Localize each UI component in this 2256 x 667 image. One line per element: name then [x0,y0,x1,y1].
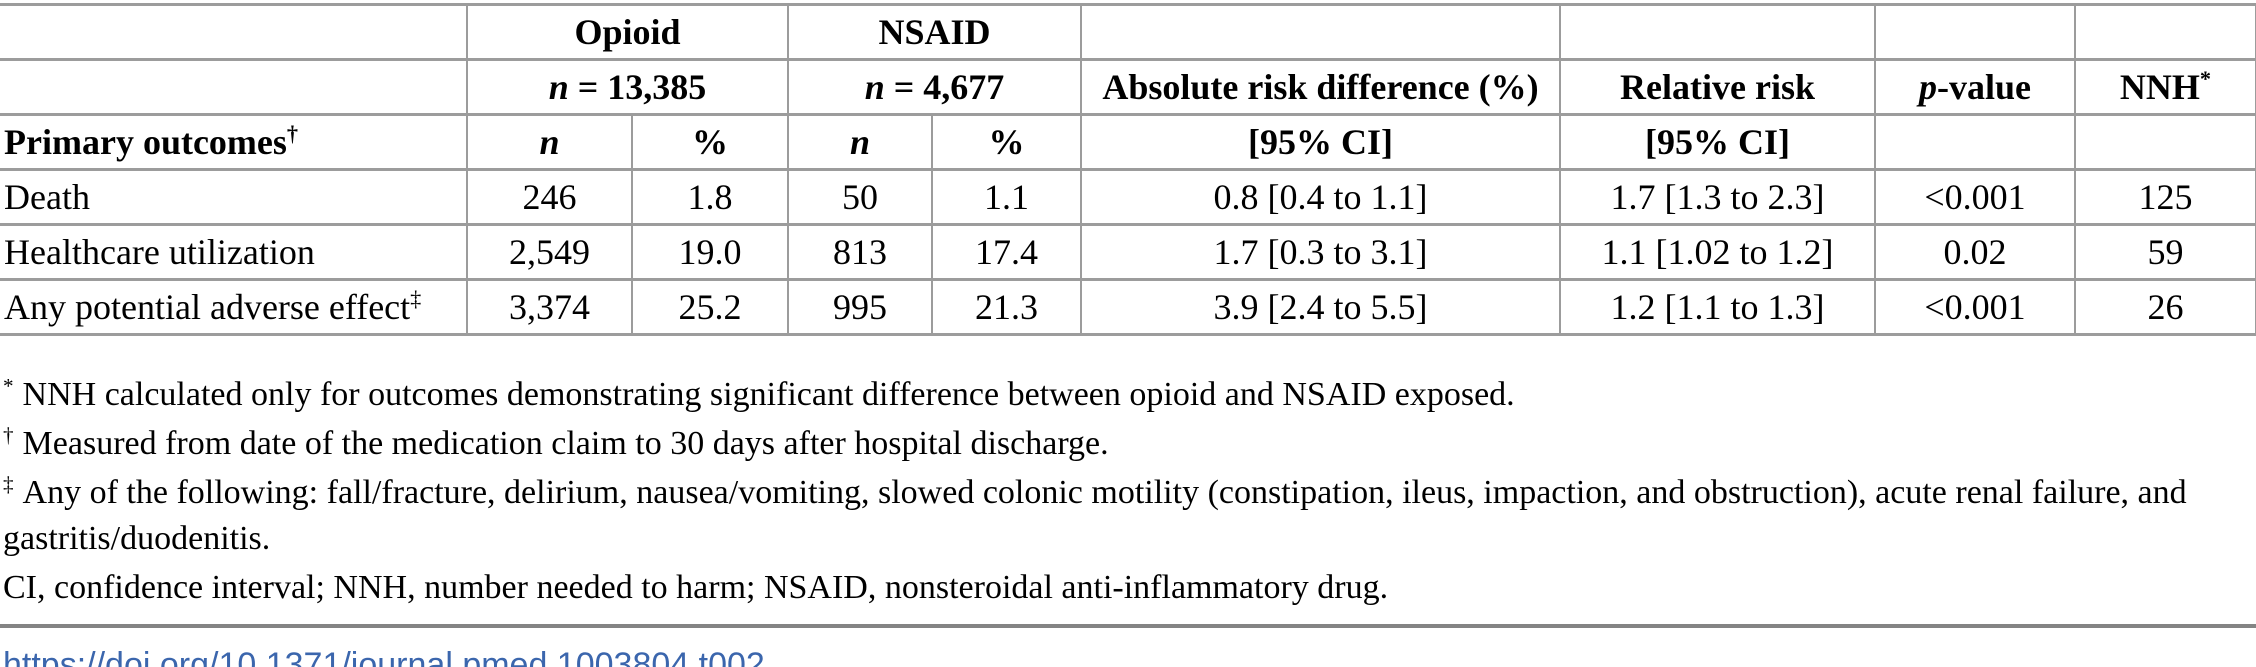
table-row-adverse-effect: Any potential adverse effect‡ 3,374 25.2… [0,278,2256,336]
nsaid-sample-size: n = 4,677 [787,58,1082,116]
table-row-healthcare-utilization: Healthcare utilization 2,549 19.0 813 17… [0,223,2256,281]
col-group-opioid: Opioid [466,3,789,61]
stub-empty-cell [0,3,468,61]
header-row-counts: n = 13,385 n = 4,677 Absolute risk diffe… [0,58,2256,116]
cell-opioid-n: 2,549 [466,223,633,281]
cell-nsaid-n: 813 [787,223,933,281]
footnote-nnh: * NNH calculated only for outcomes demons… [3,373,1515,413]
empty-cell [1559,3,1876,61]
empty-cell [1874,113,2076,171]
footnote-measured: † Measured from date of the medication cl… [3,422,1109,462]
stub-empty-cell [0,58,468,116]
row-label: Death [0,168,468,226]
subcol-rr-ci: [95% CI] [1559,113,1876,171]
cell-rr: 1.2 [1.1 to 1.3] [1559,278,1876,336]
col-header-p-value: p-value [1874,58,2076,116]
n-symbol: n [864,67,885,107]
cell-nsaid-n: 50 [787,168,933,226]
cell-ard: 0.8 [0.4 to 1.1] [1080,168,1561,226]
empty-cell [2074,3,2256,61]
cell-nnh: 26 [2074,278,2256,336]
cell-opioid-pct: 25.2 [631,278,789,336]
cell-p-value: 0.02 [1874,223,2076,281]
header-row-subcolumns: Primary outcomes† n % n % [95% CI] [95% … [0,113,2256,171]
cell-opioid-pct: 1.8 [631,168,789,226]
cell-p-value: <0.001 [1874,278,2076,336]
n-symbol: n [548,67,569,107]
cell-rr: 1.7 [1.3 to 2.3] [1559,168,1876,226]
cell-rr: 1.1 [1.02 to 1.2] [1559,223,1876,281]
col-group-nsaid: NSAID [787,3,1082,61]
table-row-death: Death 246 1.8 50 1.1 0.8 [0.4 to 1.1] 1.… [0,168,2256,226]
nnh-asterisk: * [2199,66,2212,91]
empty-cell [1874,3,2076,61]
cell-opioid-n: 3,374 [466,278,633,336]
empty-cell [2074,113,2256,171]
subcol-nsaid-n: n [787,113,933,171]
cell-nsaid-n: 995 [787,278,933,336]
subcol-ard-ci: [95% CI] [1080,113,1561,171]
cell-nsaid-pct: 1.1 [931,168,1082,226]
cell-ard: 3.9 [2.4 to 5.5] [1080,278,1561,336]
cell-opioid-n: 246 [466,168,633,226]
subcol-nsaid-pct: % [931,113,1082,171]
opioid-sample-size: n = 13,385 [466,58,789,116]
cell-nsaid-pct: 17.4 [931,223,1082,281]
dagger-mark: † [3,422,14,447]
doi-link[interactable]: https://doi.org/10.1371/journal.pmed.100… [3,646,765,667]
cell-ard: 1.7 [0.3 to 3.1] [1080,223,1561,281]
footnote-adverse-definition: ‡ Any of the following: fall/fracture, de… [3,471,2187,557]
col-header-absolute-risk-difference: Absolute risk difference (%) [1080,58,1561,116]
cell-nnh: 59 [2074,223,2256,281]
outcomes-table-container: Opioid NSAID n = 13,385 n = 4,677 Absolu… [0,3,2256,336]
cell-nnh: 125 [2074,168,2256,226]
empty-cell [1080,3,1561,61]
cell-opioid-pct: 19.0 [631,223,789,281]
col-header-nnh: NNH* [2074,58,2256,116]
row-label: Any potential adverse effect‡ [0,278,468,336]
asterisk-mark: * [3,373,14,398]
cell-p-value: <0.001 [1874,168,2076,226]
stub-header-primary-outcomes: Primary outcomes† [0,113,468,171]
double-dagger-mark: ‡ [410,286,422,311]
cell-nsaid-pct: 21.3 [931,278,1082,336]
dagger-mark: † [286,121,299,146]
footnotes-block: * NNH calculated only for outcomes demons… [3,372,2256,611]
col-header-relative-risk: Relative risk [1559,58,1876,116]
footnote-abbreviations: CI, confidence interval; NNH, number nee… [3,569,1389,606]
outcomes-table: Opioid NSAID n = 13,385 n = 4,677 Absolu… [0,3,2256,336]
subcol-opioid-n: n [466,113,633,171]
row-label: Healthcare utilization [0,223,468,281]
header-row-groups: Opioid NSAID [0,3,2256,61]
double-dagger-mark: ‡ [3,471,14,496]
section-divider [0,624,2256,628]
subcol-opioid-pct: % [631,113,789,171]
